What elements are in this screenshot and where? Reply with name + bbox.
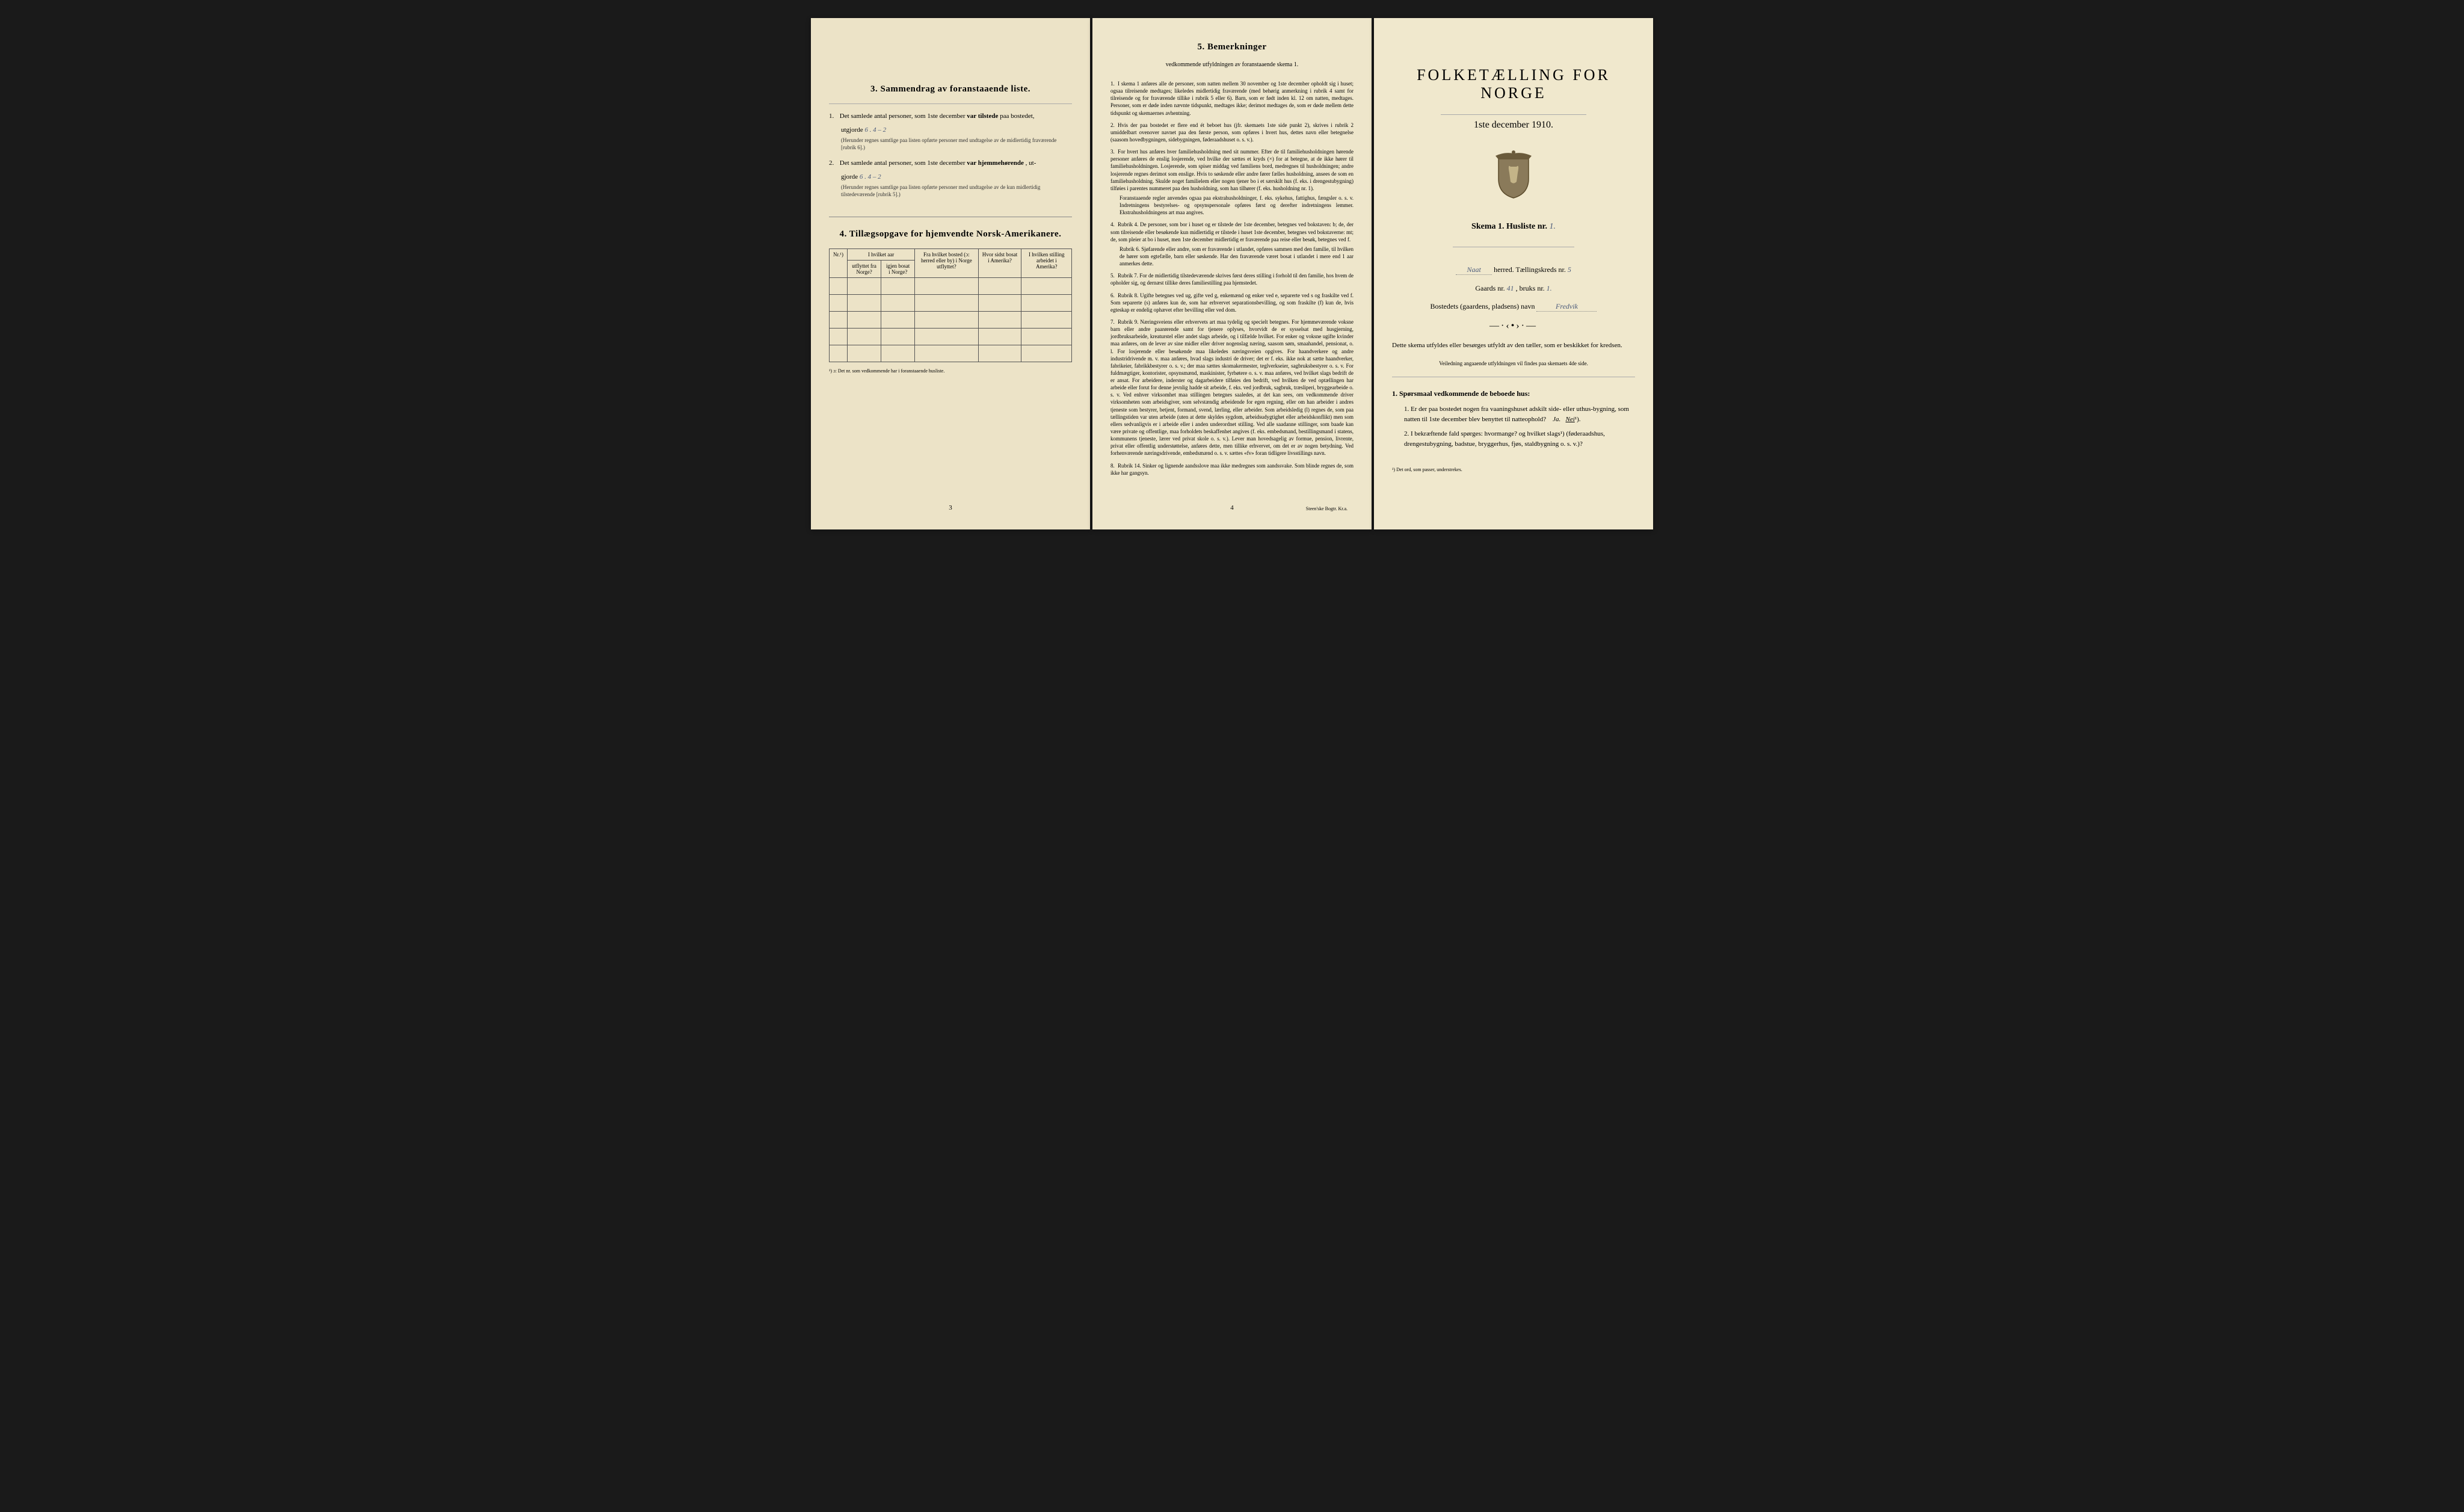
instructions-note: Veiledning angaaende utfyldningen vil fi… bbox=[1392, 360, 1635, 368]
item-line2: utgjorde 6 . 4 – 2 bbox=[841, 125, 1072, 135]
question-header: 1. Spørsmaal vedkommende de beboede hus: bbox=[1392, 389, 1635, 398]
q-number: 2. bbox=[1404, 430, 1411, 437]
col-amerika: Hvor sidst bosat i Amerika? bbox=[978, 248, 1021, 277]
section-5-subtitle: vedkommende utfyldningen av foranstaaend… bbox=[1110, 61, 1354, 68]
page-center: 5. Bemerkninger vedkommende utfyldningen… bbox=[1092, 18, 1372, 529]
page-right-cover: FOLKETÆLLING FOR NORGE 1ste december 191… bbox=[1374, 18, 1653, 529]
page-number: 3 bbox=[949, 504, 952, 511]
remark-7: 7.Rubrik 9. Næringsveiens eller erhverve… bbox=[1110, 318, 1354, 457]
table-row bbox=[830, 294, 1072, 311]
q-number: 1. bbox=[1404, 406, 1411, 413]
remark-text: For hvert hus anføres hver familiehushol… bbox=[1110, 149, 1354, 191]
remark-text: Rubrik 7. For de midlertidig tilstedevær… bbox=[1110, 273, 1354, 286]
skema-line: Skema 1. Husliste nr. 1. bbox=[1392, 222, 1635, 232]
page-left: 3. Sammendrag av foranstaaende liste. 1.… bbox=[811, 18, 1090, 529]
q-text: Er der paa bostedet nogen fra vaaningshu… bbox=[1404, 406, 1629, 423]
handwritten-value-1: 6 . 4 – 2 bbox=[864, 126, 886, 134]
item-line2: gjorde 6 . 4 – 2 bbox=[841, 172, 1072, 182]
item-suffix: , ut- bbox=[1026, 159, 1036, 167]
herred-label: herred. Tællingskreds nr. bbox=[1494, 265, 1566, 274]
bruks-value: 1. bbox=[1547, 284, 1552, 292]
page-number: 4 bbox=[1230, 504, 1234, 511]
summary-item-1: 1. Det samlede antal personer, som 1ste … bbox=[829, 111, 1072, 151]
remark-text: Rubrik 8. Ugifte betegnes ved ug, gifte … bbox=[1110, 292, 1354, 313]
remark-text: Hvis der paa bostedet er flere end ét be… bbox=[1110, 122, 1354, 143]
item-note: (Herunder regnes samtlige paa listen opf… bbox=[841, 184, 1072, 198]
label: utgjorde bbox=[841, 126, 863, 134]
crest-svg bbox=[1492, 149, 1535, 200]
item-note: (Herunder regnes samtlige paa listen opf… bbox=[841, 137, 1072, 151]
amerikanere-table: Nr.¹) I hvilket aar Fra hvilket bosted (… bbox=[829, 248, 1072, 362]
table-row bbox=[830, 345, 1072, 362]
col-igjen: igjen bosat i Norge? bbox=[881, 260, 915, 277]
skema-value: 1. bbox=[1549, 222, 1556, 231]
gaards-value: 41 bbox=[1507, 284, 1514, 292]
col-nr: Nr.¹) bbox=[830, 248, 848, 277]
remark-2: 2.Hvis der paa bostedet er flere end ét … bbox=[1110, 122, 1354, 143]
bruks-label: , bruks nr. bbox=[1516, 284, 1545, 292]
item-suffix: paa bostedet, bbox=[1000, 113, 1034, 120]
table-footnote: ¹) ɔ: Det nr. som vedkommende har i fora… bbox=[829, 368, 1072, 374]
kreds-value: 5 bbox=[1568, 265, 1571, 274]
remark-3: 3.For hvert hus anføres hver familiehush… bbox=[1110, 148, 1354, 216]
table-row bbox=[830, 277, 1072, 294]
col-bosted: Fra hvilket bosted (ɔ: herred eller by) … bbox=[915, 248, 978, 277]
q-ja: Ja. bbox=[1553, 416, 1560, 423]
divider bbox=[829, 103, 1072, 104]
coat-of-arms-icon bbox=[1392, 149, 1635, 207]
summary-item-2: 2. Det samlede antal personer, som 1ste … bbox=[829, 158, 1072, 198]
item-bold: var tilstede bbox=[967, 113, 998, 120]
remark-5: 5.Rubrik 7. For de midlertidig tilstedev… bbox=[1110, 272, 1354, 286]
remark-text: Rubrik 4. De personer, som bor i huset o… bbox=[1110, 221, 1354, 242]
section-4-title: 4. Tillægsopgave for hjemvendte Norsk-Am… bbox=[829, 229, 1072, 239]
label: gjorde bbox=[841, 173, 858, 181]
herred-value: Naat bbox=[1456, 265, 1492, 275]
remark-1: 1.I skema 1 anføres alle de personer, so… bbox=[1110, 80, 1354, 117]
q-sup: ¹). bbox=[1575, 416, 1581, 423]
section-5-title: 5. Bemerkninger bbox=[1110, 42, 1354, 52]
title-rule bbox=[1441, 114, 1586, 115]
handwritten-value-2: 6 . 4 – 2 bbox=[860, 173, 881, 181]
herred-line: Naat herred. Tællingskreds nr. 5 bbox=[1392, 265, 1635, 275]
remark-sub: Rubrik 6. Sjøfarende eller andre, som er… bbox=[1120, 245, 1354, 267]
remark-6: 6.Rubrik 8. Ugifte betegnes ved ug, gift… bbox=[1110, 292, 1354, 313]
printer-mark: Steen'ske Bogtr. Kr.a. bbox=[1306, 506, 1348, 511]
col-stilling: I hvilken stilling arbeidet i Amerika? bbox=[1021, 248, 1072, 277]
section-3-title: 3. Sammendrag av foranstaaende liste. bbox=[829, 84, 1072, 94]
remark-text: I skema 1 anføres alle de personer, som … bbox=[1110, 81, 1354, 116]
col-utflyttet: utflyttet fra Norge? bbox=[847, 260, 881, 277]
subtitle: 1ste december 1910. bbox=[1392, 120, 1635, 131]
page3-footnote: ¹) Det ord, som passer, understrekes. bbox=[1392, 467, 1635, 472]
skema-label: Skema 1. Husliste nr. bbox=[1471, 222, 1547, 231]
instructions-text: Dette skema utfyldes eller besørges utfy… bbox=[1392, 341, 1635, 351]
remark-text: Rubrik 9. Næringsveiens eller erhvervets… bbox=[1110, 319, 1354, 457]
bosted-label: Bostedets (gaardens, pladsens) navn bbox=[1431, 302, 1535, 310]
bosted-line: Bostedets (gaardens, pladsens) navn Fred… bbox=[1392, 302, 1635, 312]
col-aar: I hvilket aar bbox=[847, 248, 914, 260]
q-text: I bekræftende fald spørges: hvormange? o… bbox=[1404, 430, 1605, 448]
main-title: FOLKETÆLLING FOR NORGE bbox=[1392, 66, 1635, 102]
question-2: 2. I bekræftende fald spørges: hvormange… bbox=[1404, 429, 1635, 449]
bosted-value: Fredvik bbox=[1536, 302, 1597, 312]
gaards-line: Gaards nr. 41 , bruks nr. 1. bbox=[1392, 284, 1635, 293]
tri-fold-document: 3. Sammendrag av foranstaaende liste. 1.… bbox=[811, 18, 1653, 529]
item-text: Det samlede antal personer, som 1ste dec… bbox=[840, 159, 966, 167]
question-1: 1. Er der paa bostedet nogen fra vaaning… bbox=[1404, 404, 1635, 424]
ornament-icon: ―·‹•›·― bbox=[1392, 321, 1635, 332]
remark-text: Rubrik 14. Sinker og lignende aandsslove… bbox=[1110, 463, 1354, 476]
q-nei: Nei bbox=[1566, 416, 1575, 423]
table-row bbox=[830, 328, 1072, 345]
remark-sub: Foranstaaende regler anvendes ogsaa paa … bbox=[1120, 194, 1354, 216]
item-number: 1. bbox=[829, 111, 838, 122]
table-row bbox=[830, 311, 1072, 328]
item-bold: var hjemmehørende bbox=[967, 159, 1024, 167]
item-text: Det samlede antal personer, som 1ste dec… bbox=[840, 113, 966, 120]
remark-8: 8.Rubrik 14. Sinker og lignende aandsslo… bbox=[1110, 462, 1354, 477]
item-number: 2. bbox=[829, 158, 838, 168]
remark-4: 4.Rubrik 4. De personer, som bor i huset… bbox=[1110, 221, 1354, 267]
gaards-label: Gaards nr. bbox=[1475, 284, 1505, 292]
